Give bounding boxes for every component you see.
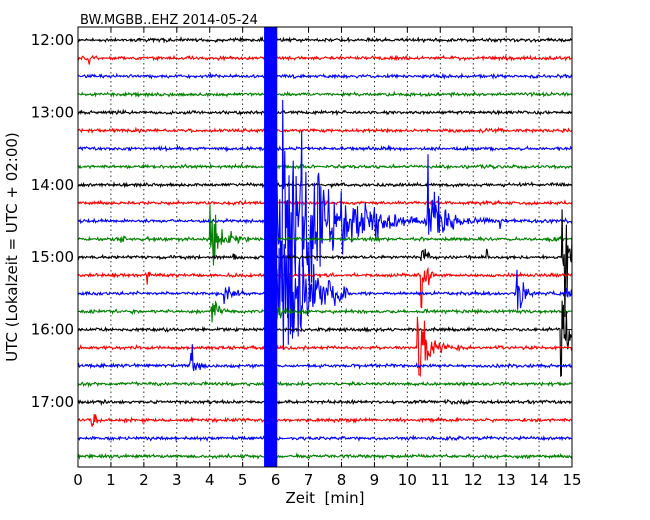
y-tick-label: 14:00 <box>31 176 74 194</box>
chart-title: BW.MGBB..EHZ 2014-05-24 <box>80 13 258 28</box>
x-tick-label: 10 <box>398 471 417 489</box>
trace-line <box>78 344 572 372</box>
trace-line <box>78 216 572 371</box>
x-axis: 0 1 2 3 4 5 6 7 8 9 10 11 12 13 14 15 <box>73 27 582 489</box>
trace-line <box>78 434 572 443</box>
y-axis: 12:00 13:00 14:00 15:00 16:00 17:00 <box>31 31 572 411</box>
x-tick-label: 9 <box>370 471 380 489</box>
y-tick-label: 13:00 <box>31 103 74 121</box>
trace-line <box>78 90 572 99</box>
seismogram-traces <box>78 27 572 467</box>
trace-line <box>78 72 572 80</box>
trace-line <box>78 162 572 171</box>
trace-line <box>78 300 572 378</box>
x-tick-label: 8 <box>337 471 347 489</box>
trace-line <box>78 108 572 117</box>
trace-line <box>78 181 572 189</box>
x-tick-label: 4 <box>205 471 215 489</box>
x-tick-label: 13 <box>497 471 516 489</box>
trace-line <box>78 300 572 323</box>
y-tick-label: 16:00 <box>31 321 74 339</box>
trace-line <box>78 126 572 135</box>
x-tick-label: 15 <box>562 471 581 489</box>
trace-line <box>78 266 572 309</box>
trace-line <box>78 27 572 453</box>
saturated-signal-band <box>264 27 278 467</box>
x-tick-label: 7 <box>304 471 314 489</box>
x-tick-label: 14 <box>530 471 549 489</box>
trace-line <box>78 35 572 44</box>
trace-line <box>78 380 572 388</box>
x-axis-label: Zeit [min] <box>285 489 364 507</box>
x-tick-label: 5 <box>238 471 248 489</box>
x-tick-label: 12 <box>464 471 483 489</box>
trace-line <box>78 452 572 461</box>
y-tick-label: 15:00 <box>31 248 74 266</box>
x-tick-label: 3 <box>172 471 182 489</box>
x-tick-label: 6 <box>271 471 281 489</box>
trace-line <box>78 209 572 318</box>
x-tick-label: 0 <box>73 471 83 489</box>
y-tick-label: 17:00 <box>31 393 74 411</box>
trace-line <box>78 316 572 378</box>
trace-line <box>78 198 572 207</box>
x-tick-label: 1 <box>106 471 116 489</box>
x-tick-label: 2 <box>139 471 149 489</box>
trace-line <box>78 413 572 427</box>
y-axis-label: UTC (Lokalzeit = UTC + 02:00) <box>3 132 21 362</box>
plot-frame <box>77 26 573 468</box>
trace-line <box>78 144 572 153</box>
y-tick-label: 12:00 <box>31 31 74 49</box>
trace-line <box>78 398 572 407</box>
x-tick-label: 11 <box>431 471 450 489</box>
trace-line <box>78 204 572 266</box>
trace-line <box>78 54 572 65</box>
